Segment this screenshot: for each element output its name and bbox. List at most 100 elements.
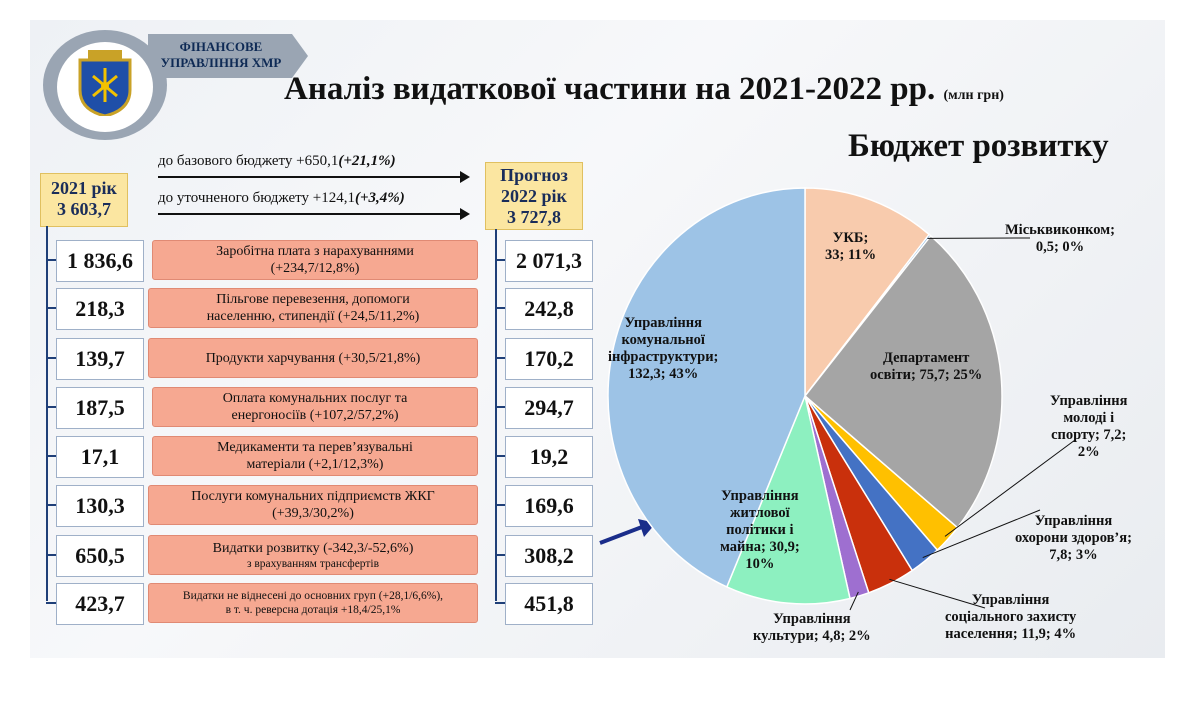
- value-2021: 17,1: [56, 436, 144, 478]
- expense-category: Послуги комунальних підприємств ЖКГ (+39,…: [148, 485, 478, 525]
- category-line1: Продукти харчування (+30,5/21,8%): [205, 350, 421, 366]
- leader-line-sport: [944, 439, 1076, 537]
- pie-label-line: Управління: [624, 315, 702, 331]
- year-2021-total: 3 603,7: [57, 199, 111, 219]
- row-connector-right: [495, 307, 505, 309]
- org-ribbon: ФІНАНСОВЕ УПРАВЛІННЯ ХМР: [148, 34, 308, 78]
- page-title: Аналіз видаткової частини на 2021-2022 р…: [284, 71, 1004, 108]
- title-unit: (млн грн): [943, 88, 1004, 103]
- pie-label-line: 0,5; 0%: [1035, 239, 1085, 255]
- value-2021: 187,5: [56, 387, 144, 429]
- pie-label-line: Управління: [1050, 393, 1128, 409]
- row-connector-left: [46, 554, 56, 556]
- pie-label-line: УКБ;: [832, 230, 869, 246]
- row-connector-right: [495, 455, 505, 457]
- category-line2: енергоносіїв (+107,2/57,2%): [231, 408, 399, 423]
- value-2022: 169,6: [505, 485, 593, 527]
- value-2022: 19,2: [505, 436, 593, 478]
- value-2022: 242,8: [505, 288, 593, 330]
- pie-label-kultura: Управління культури; 4,8; 2%: [753, 611, 871, 645]
- pie-label-line: освіти; 75,7; 25%: [870, 367, 983, 383]
- value-2021: 1 836,6: [56, 240, 144, 282]
- forecast-2022-box: Прогноз 2022 рік 3 727,8: [485, 162, 583, 230]
- pie-label-line: 10%: [745, 556, 775, 572]
- pie-label-sport: Управління молоді і спорту; 7,2; 2%: [1050, 393, 1127, 461]
- pie-label-miskvyk: Міськвиконком; 0,5; 0%: [1005, 222, 1115, 256]
- category-line1: Видатки не віднесені до основних груп (+…: [182, 590, 444, 602]
- pie-label-line: 33; 11%: [825, 247, 877, 263]
- year-2021-box: 2021 рік 3 603,7: [40, 173, 128, 227]
- pie-label-line: 7,8; 3%: [1049, 547, 1098, 563]
- pie-label-line: Управління: [1034, 513, 1113, 529]
- value-2021: 218,3: [56, 288, 144, 330]
- leader-line-zdorov: [922, 509, 1041, 558]
- chart-title: Бюджет розвитку: [848, 128, 1109, 164]
- change-vs-base-pct: (+21,1%): [338, 153, 396, 169]
- expense-category: Оплата комунальних послуг та енергоносіїв…: [152, 387, 478, 427]
- pie-slice-ukb: [804, 187, 931, 399]
- pie-label-line: Департамент: [882, 350, 970, 366]
- forecast-label1: Прогноз: [500, 165, 568, 185]
- pie-label-line: культури; 4,8; 2%: [753, 628, 871, 644]
- row-connector-right: [495, 554, 505, 556]
- row-connector-left: [46, 307, 56, 309]
- pie-label-line: 2%: [1077, 444, 1100, 460]
- value-2022: 451,8: [505, 583, 593, 625]
- change-vs-revised: до уточненого бюджету +124,1(+3,4%): [158, 190, 405, 207]
- pie-label-line: соціального захисту: [945, 609, 1077, 625]
- category-line1: Послуги комунальних підприємств ЖКГ: [191, 489, 435, 504]
- forecast-label2: 2022 рік: [501, 186, 567, 206]
- expense-category: Продукти харчування (+30,5/21,8%): [148, 338, 478, 378]
- category-line2: (+234,7/12,8%): [270, 261, 360, 276]
- leader-line-kultura: [849, 591, 859, 611]
- row-connector-right: [495, 504, 505, 506]
- expense-category: Медикаменти та перев’язувальні матеріали …: [152, 436, 478, 476]
- pie-label-line: Управління: [971, 592, 1050, 608]
- pie-slice-zhytlo: [725, 393, 851, 605]
- right-connector: [495, 229, 497, 601]
- left-connector: [46, 226, 48, 601]
- value-2021: 650,5: [56, 535, 144, 577]
- coat-of-arms-icon: [78, 50, 132, 116]
- value-2021: 423,7: [56, 583, 144, 625]
- row-connector-left: [46, 602, 56, 604]
- pie-label-line: молоді і: [1063, 410, 1115, 426]
- leader-line-social: [889, 578, 986, 609]
- category-line1: Медикаменти та перев’язувальні: [217, 440, 413, 455]
- category-line2: матеріали (+2,1/12,3%): [246, 457, 384, 472]
- category-line2: (+39,3/30,2%): [272, 506, 354, 521]
- pie-label-line: комунальної: [621, 332, 705, 348]
- pie-slice-osvita: [803, 234, 1003, 529]
- slide: ФІНАНСОВЕ УПРАВЛІННЯ ХМР Аналіз видатков…: [30, 20, 1165, 658]
- arrow-vs-revised: [158, 208, 470, 220]
- expense-category: Пільгове перевезення, допомоги населенню,…: [148, 288, 478, 328]
- pie-label-zdorov: Управління охорони здоров’я; 7,8; 3%: [1015, 513, 1132, 564]
- title-text: Аналіз видаткової частини на 2021-2022 р…: [284, 71, 936, 107]
- year-2021-label: 2021 рік: [51, 178, 117, 198]
- change-vs-revised-pct: (+3,4%): [355, 190, 405, 206]
- change-vs-base-value: до базового бюджету +650,1: [158, 153, 339, 169]
- row-connector-left: [46, 357, 56, 359]
- org-line1: ФІНАНСОВЕ: [179, 39, 263, 54]
- category-line2: в т. ч. реверсна дотація +18,4/25,1%: [225, 604, 401, 616]
- category-line2: з врахуванням трансфертів: [246, 557, 380, 570]
- pie-label-line: Міськвиконком;: [1005, 222, 1115, 238]
- arrow-vs-base: [158, 171, 470, 183]
- row-connector-right: [495, 406, 505, 408]
- value-2022: 294,7: [505, 387, 593, 429]
- value-2022: 170,2: [505, 338, 593, 380]
- row-connector-right: [495, 357, 505, 359]
- pie-label-line: інфраструктури;: [608, 349, 719, 365]
- pie-label-osvita: Департамент освіти; 75,7; 25%: [870, 350, 982, 384]
- pie-label-line: майна; 30,9;: [720, 539, 800, 555]
- value-2021: 139,7: [56, 338, 144, 380]
- category-line1: Пільгове перевезення, допомоги: [216, 292, 410, 307]
- row-connector-left: [46, 406, 56, 408]
- expense-category: Видатки розвитку (-342,3/-52,6%) з врахув…: [148, 535, 478, 575]
- row-connector-left: [46, 259, 56, 261]
- change-vs-base: до базового бюджету +650,1(+21,1%): [158, 153, 396, 170]
- pie-chart: [607, 187, 1076, 611]
- value-2022: 308,2: [505, 535, 593, 577]
- row-connector-right: [495, 259, 505, 261]
- pie-label-line: політики і: [726, 522, 794, 538]
